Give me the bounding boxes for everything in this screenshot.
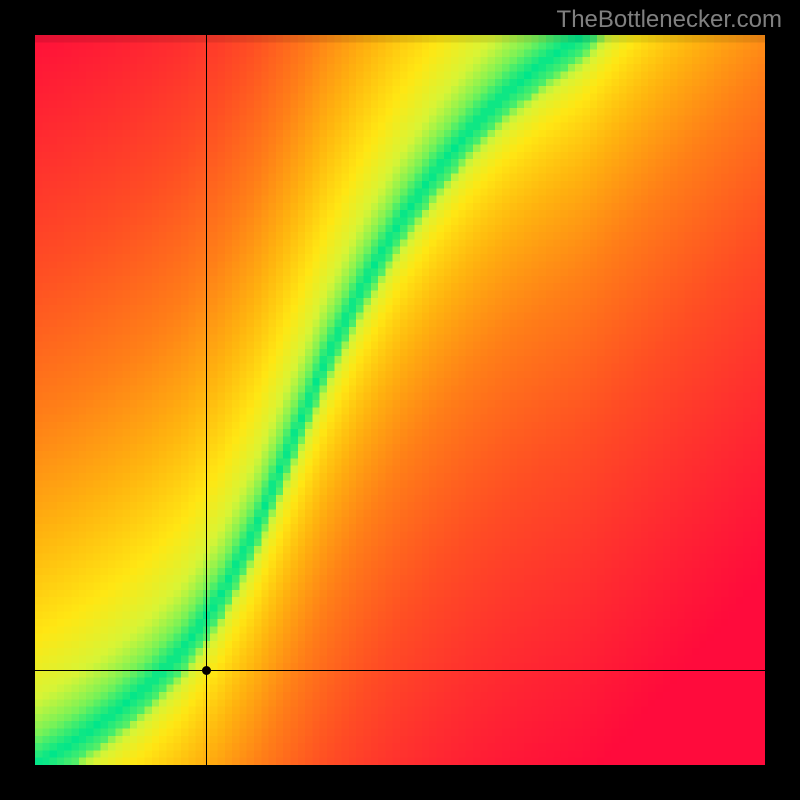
crosshair-point: [202, 666, 211, 675]
watermark-text: TheBottlenecker.com: [557, 6, 782, 34]
crosshair-vertical: [206, 35, 207, 765]
crosshair-horizontal: [35, 670, 765, 671]
bottleneck-heatmap: [35, 35, 765, 765]
chart-container: TheBottlenecker.com: [0, 0, 800, 800]
